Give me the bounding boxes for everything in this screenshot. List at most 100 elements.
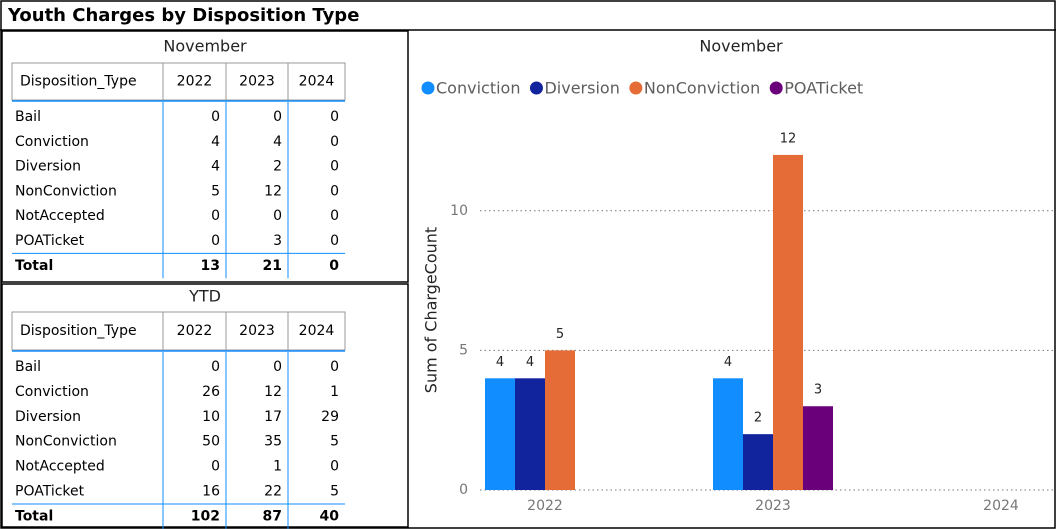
cell-value: 16: [202, 484, 220, 500]
data-label: 2: [754, 411, 762, 426]
legend-label: POATicket: [784, 79, 863, 98]
row-label: Total: [15, 508, 53, 524]
cell-value: 0: [330, 359, 339, 375]
row-label: Bail: [15, 109, 41, 125]
y-tick-label: 5: [459, 342, 468, 358]
header-box: [11, 62, 346, 101]
cell-value: 3: [273, 233, 282, 249]
cell-value: 5: [330, 434, 339, 450]
y-axis-label: Sum of ChargeCount: [422, 227, 441, 393]
column-header: 2023: [239, 323, 275, 339]
cell-value: 12: [264, 384, 282, 400]
cell-value: 12: [264, 183, 282, 199]
cell-value: 0: [330, 208, 339, 224]
cell-value: 35: [264, 434, 282, 450]
table-title: November: [163, 37, 247, 56]
row-label: Conviction: [15, 384, 89, 400]
column-header: 2024: [299, 74, 335, 90]
cell-value: 0: [330, 459, 339, 475]
cell-value: 10: [202, 409, 220, 425]
data-label: 12: [780, 131, 797, 146]
cell-value: 13: [201, 258, 220, 274]
row-label: POATicket: [15, 484, 85, 500]
row-label: Diversion: [15, 409, 81, 425]
legend-label: Diversion: [544, 79, 619, 98]
bar: [485, 378, 515, 490]
column-header: 2022: [177, 323, 213, 339]
row-label: NonConviction: [15, 434, 117, 450]
cell-value: 4: [211, 134, 220, 150]
cell-value: 50: [202, 434, 220, 450]
cell-value: 0: [329, 258, 339, 274]
row-label: NotAccepted: [15, 459, 105, 475]
cell-value: 1: [330, 384, 339, 400]
cell-value: 87: [263, 508, 282, 524]
bar: [545, 350, 575, 490]
cell-value: 0: [211, 208, 220, 224]
legend-marker: [529, 81, 543, 95]
cell-value: 0: [330, 183, 339, 199]
bar: [743, 434, 773, 490]
row-label: Diversion: [15, 159, 81, 175]
row-label: NotAccepted: [15, 208, 105, 224]
cell-value: 4: [211, 159, 220, 175]
table-title: YTD: [188, 287, 221, 306]
table-panel: [1, 30, 409, 283]
cell-value: 2: [273, 159, 282, 175]
legend-label: NonConviction: [644, 79, 760, 98]
page-title: Youth Charges by Disposition Type: [7, 5, 359, 26]
cell-value: 0: [330, 159, 339, 175]
column-header: 2022: [177, 74, 213, 90]
cell-value: 0: [273, 359, 282, 375]
row-label: Conviction: [15, 134, 89, 150]
cell-value: 0: [211, 459, 220, 475]
data-label: 4: [496, 355, 504, 370]
row-label: Bail: [15, 359, 41, 375]
column-header: 2024: [299, 323, 335, 339]
cell-value: 40: [320, 508, 340, 524]
cell-value: 0: [330, 109, 339, 125]
bar: [773, 154, 803, 490]
bar: [713, 378, 743, 490]
legend-marker: [421, 81, 435, 95]
table-panel: [1, 283, 409, 528]
cell-value: 29: [321, 409, 339, 425]
data-label: 4: [724, 355, 732, 370]
cell-value: 5: [330, 484, 339, 500]
header-box: [11, 311, 346, 351]
cell-value: 4: [273, 134, 282, 150]
cell-value: 1: [273, 459, 282, 475]
legend-marker: [769, 81, 783, 95]
cell-value: 0: [330, 233, 339, 249]
column-header: 2023: [239, 74, 275, 90]
cell-value: 0: [211, 359, 220, 375]
cell-value: 22: [264, 484, 282, 500]
cell-value: 26: [202, 384, 220, 400]
data-label: 3: [814, 383, 822, 398]
cell-value: 102: [191, 508, 220, 524]
column-header: Disposition_Type: [20, 323, 137, 339]
cell-value: 0: [211, 109, 220, 125]
legend-label: Conviction: [436, 79, 520, 98]
x-tick-label: 2024: [983, 498, 1019, 514]
data-label: 4: [526, 355, 534, 370]
cell-value: 0: [273, 208, 282, 224]
row-label: NonConviction: [15, 183, 117, 199]
row-label: POATicket: [15, 233, 85, 249]
y-tick-label: 0: [459, 482, 468, 498]
cell-value: 21: [263, 258, 282, 274]
data-label: 5: [556, 327, 564, 342]
x-tick-label: 2022: [527, 498, 563, 514]
bar: [803, 406, 833, 490]
cell-value: 0: [273, 109, 282, 125]
cell-value: 17: [264, 409, 282, 425]
cell-value: 5: [211, 183, 220, 199]
x-tick-label: 2023: [755, 498, 791, 514]
y-tick-label: 10: [450, 203, 468, 219]
cell-value: 0: [330, 134, 339, 150]
row-label: Total: [15, 258, 53, 274]
column-header: Disposition_Type: [20, 74, 137, 90]
chart-title: November: [699, 37, 783, 56]
